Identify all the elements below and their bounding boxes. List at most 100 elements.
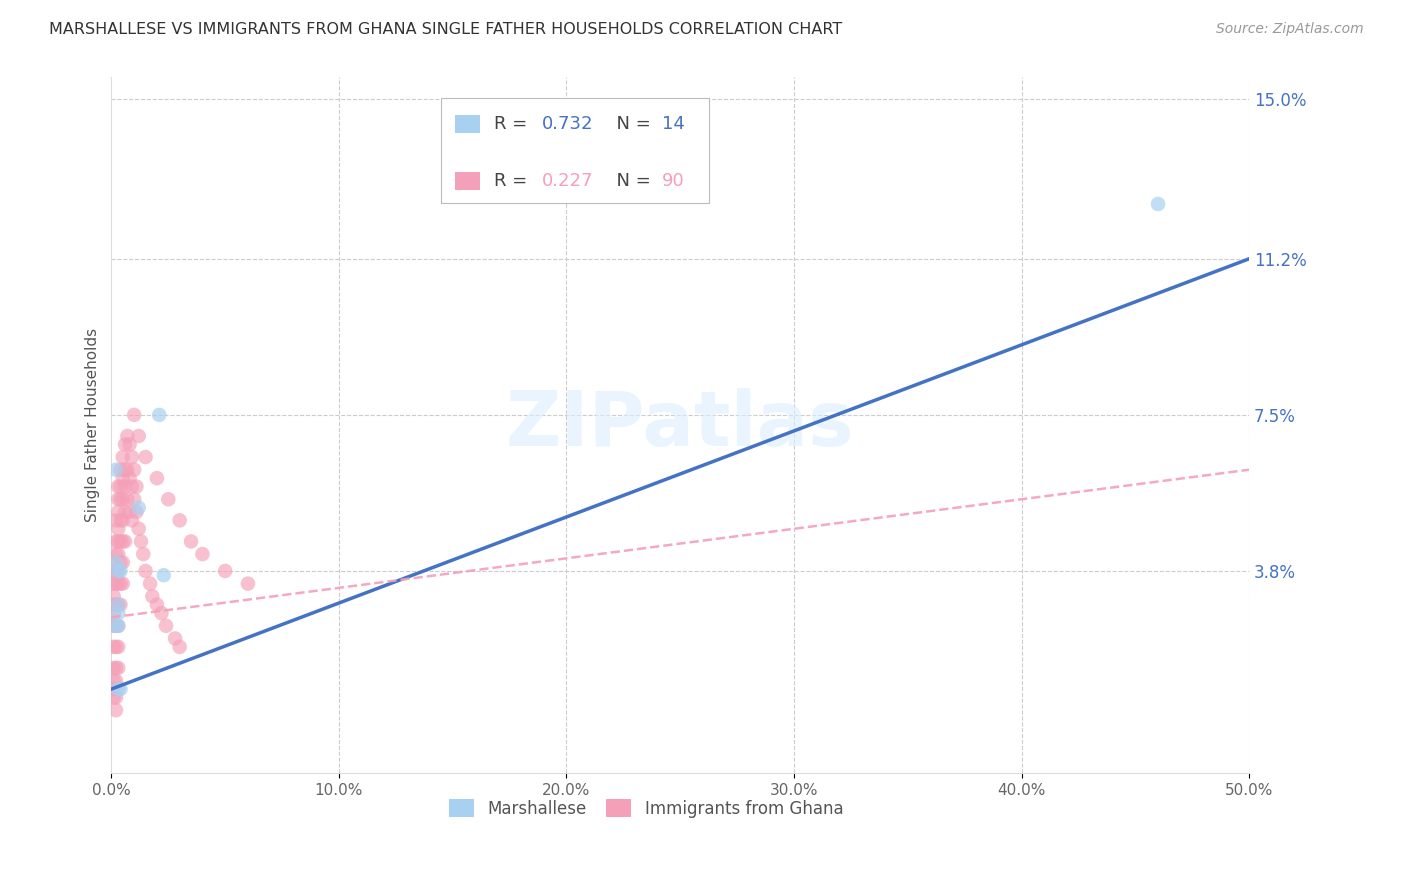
- Point: [111, 513, 134, 527]
- FancyBboxPatch shape: [456, 172, 479, 190]
- Text: 0.227: 0.227: [541, 172, 593, 190]
- Point: [103, 576, 125, 591]
- Point: [110, 598, 132, 612]
- Point: [148, 408, 170, 422]
- Point: [111, 471, 134, 485]
- Point: [107, 522, 129, 536]
- Point: [121, 513, 143, 527]
- Point: [103, 564, 125, 578]
- Point: [135, 564, 157, 578]
- Point: [104, 463, 127, 477]
- Point: [103, 681, 125, 696]
- Point: [157, 492, 180, 507]
- Point: [114, 480, 136, 494]
- Point: [107, 640, 129, 654]
- Text: N =: N =: [605, 115, 657, 133]
- Point: [141, 589, 163, 603]
- Point: [104, 619, 127, 633]
- Point: [103, 640, 125, 654]
- Point: [107, 564, 129, 578]
- Point: [110, 556, 132, 570]
- Point: [125, 505, 148, 519]
- Point: [128, 522, 150, 536]
- Point: [107, 564, 129, 578]
- Point: [107, 619, 129, 633]
- Point: [104, 513, 127, 527]
- Point: [104, 703, 127, 717]
- Point: [150, 606, 173, 620]
- Point: [135, 450, 157, 464]
- Point: [103, 690, 125, 705]
- Point: [117, 429, 139, 443]
- Y-axis label: Single Father Households: Single Father Households: [86, 328, 100, 523]
- FancyBboxPatch shape: [441, 98, 709, 202]
- Point: [104, 640, 127, 654]
- Text: 0.732: 0.732: [541, 115, 593, 133]
- Point: [110, 492, 132, 507]
- Text: ZIPatlas: ZIPatlas: [506, 388, 855, 462]
- Text: 90: 90: [662, 172, 685, 190]
- Point: [169, 513, 191, 527]
- Point: [114, 463, 136, 477]
- Point: [111, 450, 134, 464]
- Point: [155, 619, 177, 633]
- Point: [146, 471, 169, 485]
- Point: [122, 492, 145, 507]
- Text: Source: ZipAtlas.com: Source: ZipAtlas.com: [1216, 22, 1364, 37]
- Point: [110, 534, 132, 549]
- Point: [114, 437, 136, 451]
- Point: [107, 492, 129, 507]
- Point: [107, 606, 129, 620]
- Point: [122, 408, 145, 422]
- Point: [110, 681, 132, 696]
- Point: [118, 505, 141, 519]
- Legend: Marshallese, Immigrants from Ghana: Marshallese, Immigrants from Ghana: [441, 793, 851, 824]
- Point: [104, 576, 127, 591]
- Point: [214, 564, 236, 578]
- Point: [103, 619, 125, 633]
- Point: [107, 480, 129, 494]
- FancyBboxPatch shape: [456, 115, 479, 133]
- Point: [107, 661, 129, 675]
- Point: [121, 480, 143, 494]
- Point: [107, 534, 129, 549]
- Point: [104, 673, 127, 688]
- Point: [103, 598, 125, 612]
- Point: [104, 598, 127, 612]
- Point: [180, 534, 202, 549]
- Point: [104, 564, 127, 578]
- Point: [117, 492, 139, 507]
- Text: N =: N =: [605, 172, 657, 190]
- Point: [103, 589, 125, 603]
- Point: [111, 576, 134, 591]
- Point: [110, 513, 132, 527]
- Point: [146, 598, 169, 612]
- Point: [107, 598, 129, 612]
- Point: [111, 492, 134, 507]
- Point: [128, 429, 150, 443]
- Point: [110, 576, 132, 591]
- Point: [104, 556, 127, 570]
- Text: R =: R =: [494, 172, 533, 190]
- Point: [103, 556, 125, 570]
- Point: [103, 673, 125, 688]
- Point: [125, 480, 148, 494]
- Point: [107, 505, 129, 519]
- Point: [107, 547, 129, 561]
- Point: [165, 632, 187, 646]
- Point: [236, 576, 259, 591]
- Point: [107, 681, 129, 696]
- Point: [169, 640, 191, 654]
- Point: [132, 547, 155, 561]
- Point: [103, 606, 125, 620]
- Text: 14: 14: [662, 115, 685, 133]
- Point: [107, 576, 129, 591]
- Point: [118, 437, 141, 451]
- Point: [110, 564, 132, 578]
- Point: [1147, 197, 1170, 211]
- Point: [191, 547, 214, 561]
- Point: [117, 463, 139, 477]
- Point: [104, 690, 127, 705]
- Point: [121, 450, 143, 464]
- Text: R =: R =: [494, 115, 533, 133]
